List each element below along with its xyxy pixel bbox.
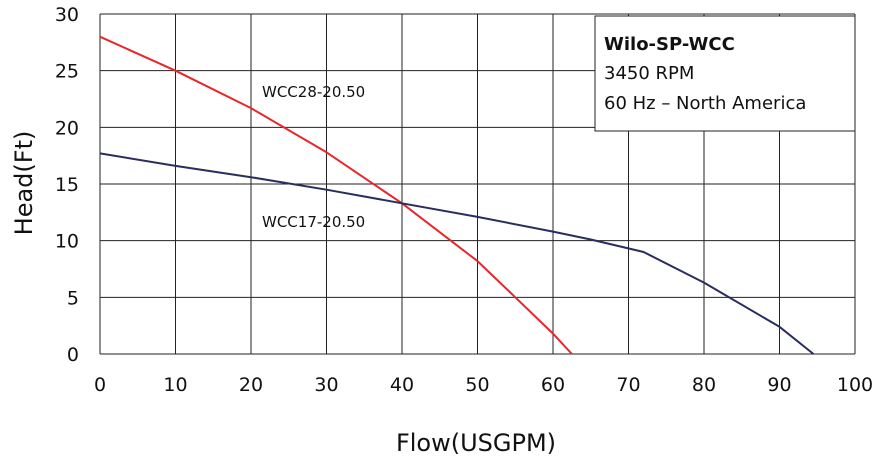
x-tick-label: 60: [541, 374, 565, 396]
x-tick-label: 70: [616, 374, 640, 396]
legend-title: Wilo-SP-WCC: [604, 34, 735, 55]
y-tick-label: 30: [55, 4, 79, 26]
y-tick-label: 15: [55, 174, 79, 196]
legend-box-frame: [594, 15, 856, 132]
legend-rpm: 3450 RPM: [604, 63, 694, 84]
tick-labels: 0 10 20 30 40 50 60 70 80 90 100 0 5 10 15 20 25 30: [55, 4, 873, 396]
x-tick-label: 50: [465, 374, 489, 396]
x-tick-label: 30: [314, 374, 338, 396]
y-axis-label: Head(Ft): [10, 131, 38, 236]
x-tick-label: 100: [837, 374, 873, 396]
x-tick-label: 10: [163, 374, 187, 396]
x-axis-label: Flow(USGPM): [396, 429, 556, 457]
series-label-wcc17: WCC17-20.50: [262, 213, 365, 231]
curves: [99, 35, 815, 355]
series-label-wcc28: WCC28-20.50: [262, 83, 365, 101]
legend-region: 60 Hz – North America: [604, 93, 806, 114]
x-tick-label: 90: [767, 374, 791, 396]
y-tick-label: 10: [55, 231, 79, 253]
x-tick-label: 0: [94, 374, 106, 396]
x-tick-label: 80: [692, 374, 716, 396]
legend-box: Wilo-SP-WCC 3450 RPM 60 Hz – North Ameri…: [594, 15, 856, 132]
series-line-wcc17-20-50: [99, 152, 815, 355]
y-tick-label: 25: [55, 61, 79, 83]
x-tick-label: 20: [239, 374, 263, 396]
x-tick-label: 40: [390, 374, 414, 396]
y-tick-label: 20: [55, 117, 79, 139]
y-tick-label: 5: [67, 287, 79, 309]
y-tick-label: 0: [67, 344, 79, 366]
